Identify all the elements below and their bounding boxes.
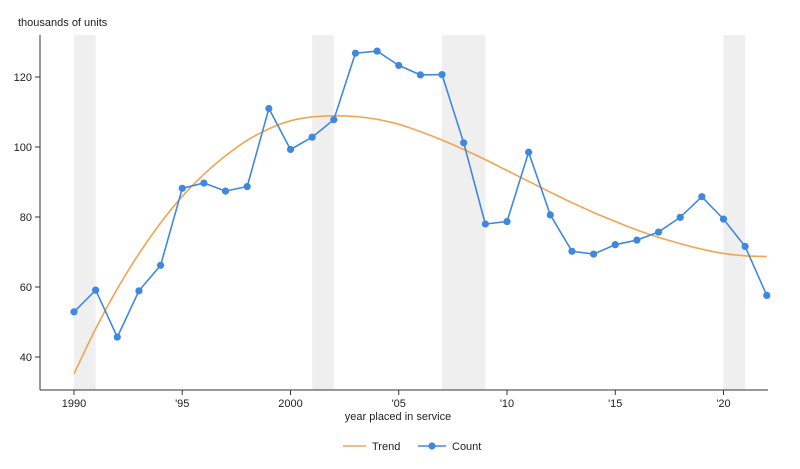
trend-line xyxy=(73,114,767,375)
count-point xyxy=(200,179,208,187)
legend-label-trend: Trend xyxy=(372,441,400,453)
count-point xyxy=(178,184,186,192)
y-ticks: 40 60 80 100 120 xyxy=(14,72,40,364)
count-point xyxy=(460,139,468,147)
count-series xyxy=(70,47,771,341)
x-tick-label: 1990 xyxy=(62,398,86,410)
count-point xyxy=(113,333,121,341)
count-point xyxy=(633,236,641,244)
recession-band xyxy=(442,35,486,390)
y-tick-label: 80 xyxy=(20,212,32,224)
x-tick-label: '20 xyxy=(716,398,730,410)
count-point xyxy=(741,242,749,250)
count-point xyxy=(373,47,381,55)
legend: Trend Count xyxy=(343,441,481,453)
count-point xyxy=(265,104,273,113)
count-point xyxy=(611,241,619,249)
x-axis-title: year placed in service xyxy=(345,411,451,423)
trend-series xyxy=(73,114,767,375)
count-point xyxy=(70,308,78,316)
count-point xyxy=(416,71,424,79)
count-point xyxy=(676,213,684,221)
count-line xyxy=(73,50,768,340)
x-tick-label: 2000 xyxy=(278,398,302,410)
x-tick-label: '05 xyxy=(392,398,406,410)
count-point xyxy=(590,250,598,258)
count-point xyxy=(308,133,316,141)
axes xyxy=(39,35,768,391)
recession-band xyxy=(723,35,746,390)
y-axis-title: thousands of units xyxy=(18,17,108,29)
legend-label-count: Count xyxy=(452,441,481,453)
x-tick-label: '10 xyxy=(500,398,514,410)
count-point xyxy=(698,193,706,201)
count-point xyxy=(654,228,663,236)
count-point xyxy=(330,116,338,124)
count-point xyxy=(763,291,771,299)
recession-band xyxy=(312,35,334,390)
count-point xyxy=(286,145,295,154)
count-point xyxy=(351,49,360,57)
legend-swatch-count-marker xyxy=(428,442,436,450)
count-point xyxy=(546,211,554,219)
x-ticks: 1990 '95 2000 '05 '10 '15 '20 xyxy=(62,390,731,410)
y-tick-label: 100 xyxy=(14,142,32,154)
y-tick-label: 60 xyxy=(20,282,32,294)
count-point xyxy=(525,148,533,156)
y-tick-label: 120 xyxy=(14,72,32,84)
count-point xyxy=(503,217,511,226)
count-point xyxy=(568,247,576,255)
count-point xyxy=(481,220,489,228)
count-point xyxy=(395,61,403,70)
recession-band xyxy=(74,35,96,390)
count-point xyxy=(719,215,728,223)
count-point xyxy=(221,187,230,195)
x-tick-label: '15 xyxy=(608,398,622,410)
count-point xyxy=(243,182,251,191)
x-tick-label: '95 xyxy=(175,398,189,410)
count-point xyxy=(157,261,165,269)
y-tick-label: 40 xyxy=(20,352,32,364)
count-point xyxy=(135,287,143,295)
count-point xyxy=(438,70,446,79)
count-point xyxy=(92,286,100,294)
